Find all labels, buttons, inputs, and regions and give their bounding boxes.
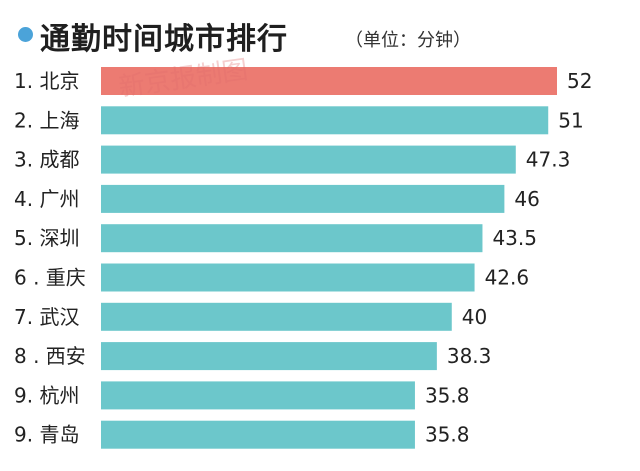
bar-4 — [101, 184, 505, 213]
value-label-10: 35.8 — [425, 423, 470, 447]
value-label-8: 38.3 — [447, 344, 492, 368]
unit-label: （单位：分钟） — [345, 30, 471, 51]
value-label-6: 42.6 — [485, 266, 530, 290]
value-label-2: 51 — [558, 108, 583, 132]
category-label-8: 8 . 西安 — [14, 344, 86, 368]
bar-10 — [101, 420, 415, 449]
category-label-5: 5. 深圳 — [14, 226, 79, 250]
category-label-6: 6 . 重庆 — [14, 266, 86, 290]
value-label-5: 43.5 — [492, 226, 537, 250]
bar-5 — [101, 224, 483, 253]
category-label-2: 2. 上海 — [14, 108, 79, 132]
value-label-7: 40 — [462, 305, 487, 329]
title-bullet-icon — [18, 27, 33, 42]
chart-title: 通勤时间城市排行 — [40, 22, 288, 57]
category-label-1: 1. 北京 — [14, 69, 79, 93]
chart-header: 通勤时间城市排行 （单位：分钟） — [0, 0, 640, 64]
bar-3 — [101, 145, 516, 174]
value-label-1: 52 — [567, 69, 592, 93]
category-label-9: 9. 杭州 — [14, 383, 79, 407]
category-label-4: 4. 广州 — [14, 187, 79, 211]
bar-6 — [101, 263, 475, 292]
bar-7 — [101, 302, 452, 331]
bar-2 — [101, 106, 549, 135]
category-label-10: 9. 青岛 — [14, 423, 79, 447]
bar-9 — [101, 381, 415, 410]
category-label-3: 3. 成都 — [14, 148, 79, 172]
value-label-9: 35.8 — [425, 383, 470, 407]
value-label-4: 46 — [514, 187, 539, 211]
bar-1 — [101, 67, 557, 95]
bar-8 — [101, 342, 437, 371]
category-label-7: 7. 武汉 — [14, 305, 79, 329]
value-label-3: 47.3 — [526, 148, 571, 172]
